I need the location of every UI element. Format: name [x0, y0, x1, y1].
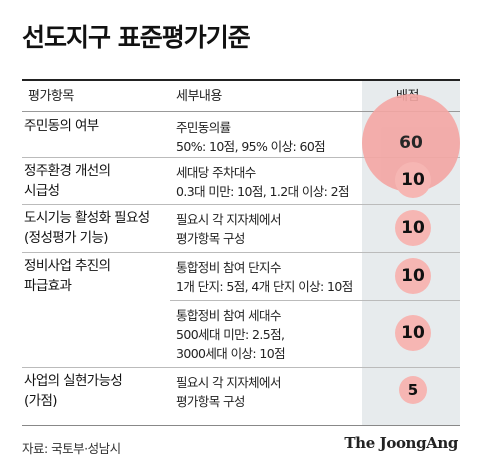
- row5-detail: 필요시 각 지자체에서 평가항목 구성: [176, 373, 281, 411]
- row3-item: 도시기능 활성화 필요성 (정성평가 기능): [24, 208, 150, 248]
- row4-item: 정비사업 추진의 파급효과: [24, 256, 111, 296]
- row3-item-line2: (정성평가 기능): [24, 230, 109, 246]
- row-divider: [22, 204, 460, 205]
- row4b-detail: 통합정비 참여 세대수 500세대 미만: 2.5점, 3000세대 이상: 1…: [176, 306, 286, 363]
- row4b-detail-line3: 3000세대 이상: 10점: [176, 346, 286, 361]
- publisher-logo: The JoongAng: [344, 434, 458, 452]
- table-top-rule: [22, 79, 460, 81]
- row3-item-line1: 도시기능 활성화 필요성: [24, 210, 150, 226]
- row3-detail: 필요시 각 지자체에서 평가항목 구성: [176, 210, 281, 248]
- row5-item: 사업의 실현가능성 (가점): [24, 371, 123, 411]
- row2-item: 정주환경 개선의 시급성: [24, 161, 111, 201]
- score-bubble-complexes: 10: [395, 258, 431, 294]
- row5-detail-line2: 평가항목 구성: [176, 394, 245, 409]
- page-title: 선도지구 표준평가기준: [22, 23, 251, 52]
- row2-detail-line1: 세대당 주차대수: [176, 165, 256, 180]
- row5-detail-line1: 필요시 각 지자체에서: [176, 375, 281, 390]
- row-divider: [22, 252, 460, 253]
- row4-item-line1: 정비사업 추진의: [24, 258, 111, 274]
- score-bubble-households: 10: [395, 315, 431, 351]
- row2-detail: 세대당 주차대수 0.3대 미만: 10점, 1.2대 이상: 2점: [176, 163, 349, 201]
- row1-item-line1: 주민동의 여부: [24, 118, 99, 134]
- row3-detail-line2: 평가항목 구성: [176, 231, 245, 246]
- source-note: 자료: 국토부·성남시: [22, 441, 121, 456]
- table-bottom-rule: [22, 425, 460, 426]
- row3-detail-line1: 필요시 각 지자체에서: [176, 212, 281, 227]
- row2-item-line1: 정주환경 개선의: [24, 163, 111, 179]
- row5-item-line2: (가점): [24, 393, 58, 409]
- row4-item-line2: 파급효과: [24, 278, 72, 294]
- subrow-divider: [170, 300, 460, 301]
- evaluation-table: 평가항목 세부내용 배점 주민동의 여부 주민동의률 50%: 10점, 95%…: [22, 79, 460, 426]
- row4a-detail-line1: 통합정비 참여 단지수: [176, 260, 281, 275]
- row1-detail-line2: 50%: 10점, 95% 이상: 60점: [176, 139, 326, 154]
- header-item: 평가항목: [28, 89, 74, 104]
- row1-item: 주민동의 여부: [24, 116, 99, 136]
- row4a-detail-line2: 1개 단지: 5점, 4개 단지 이상: 10점: [176, 279, 353, 294]
- row4a-detail: 통합정비 참여 단지수 1개 단지: 5점, 4개 단지 이상: 10점: [176, 258, 353, 296]
- row5-item-line1: 사업의 실현가능성: [24, 373, 123, 389]
- row4b-detail-line2: 500세대 미만: 2.5점,: [176, 327, 285, 342]
- score-bubble-urban: 10: [395, 210, 431, 246]
- row-divider: [22, 157, 460, 158]
- score-bubble-parking: 10: [395, 162, 431, 198]
- row1-detail-line1: 주민동의률: [176, 120, 231, 135]
- row-divider: [22, 367, 460, 368]
- row2-item-line2: 시급성: [24, 183, 60, 199]
- row1-detail: 주민동의률 50%: 10점, 95% 이상: 60점: [176, 118, 326, 156]
- score-bubble-bonus: 5: [399, 376, 427, 404]
- header-detail: 세부내용: [176, 89, 222, 104]
- header-divider: [22, 111, 460, 112]
- row2-detail-line2: 0.3대 미만: 10점, 1.2대 이상: 2점: [176, 184, 349, 199]
- row4b-detail-line1: 통합정비 참여 세대수: [176, 308, 281, 323]
